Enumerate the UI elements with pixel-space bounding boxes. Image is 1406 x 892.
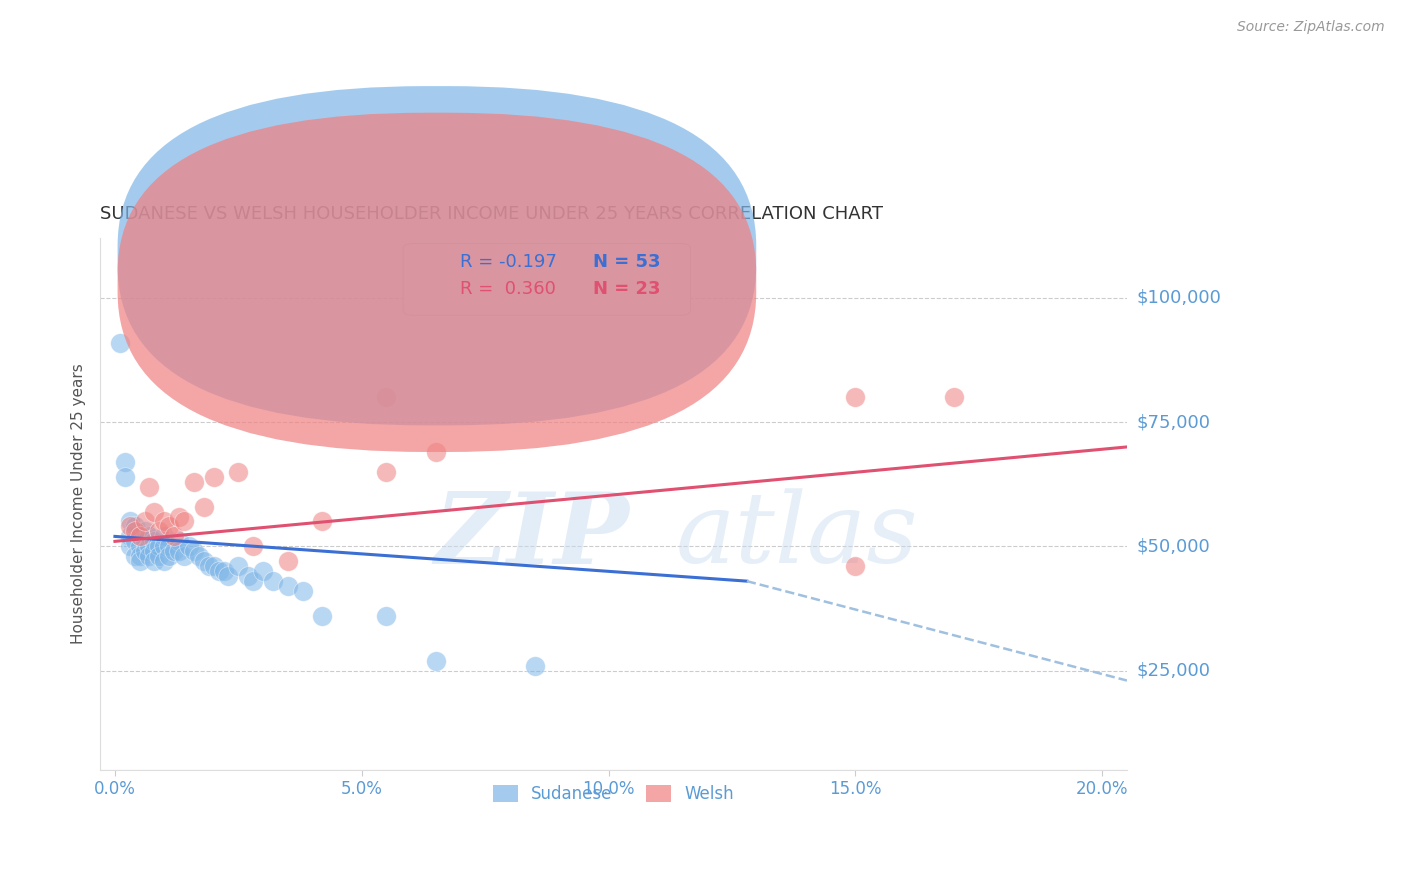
Text: Source: ZipAtlas.com: Source: ZipAtlas.com	[1237, 20, 1385, 34]
Point	[242, 574, 264, 588]
Point	[128, 539, 150, 553]
Y-axis label: Householder Income Under 25 years: Householder Income Under 25 years	[72, 364, 86, 645]
Point	[262, 574, 284, 588]
Point	[202, 469, 225, 483]
Point	[148, 549, 170, 564]
Point	[163, 529, 186, 543]
Point	[114, 455, 136, 469]
Point	[118, 519, 141, 533]
Point	[134, 544, 156, 558]
Point	[143, 534, 166, 549]
Point	[212, 564, 235, 578]
Legend: Sudanese, Welsh: Sudanese, Welsh	[486, 778, 741, 810]
Point	[943, 390, 966, 404]
Point	[375, 465, 398, 479]
Point	[157, 539, 180, 553]
Point	[277, 579, 299, 593]
Point	[118, 539, 141, 553]
Point	[187, 549, 209, 564]
Point	[157, 519, 180, 533]
Text: $75,000: $75,000	[1137, 413, 1211, 431]
Point	[143, 554, 166, 568]
Point	[167, 509, 190, 524]
Point	[228, 465, 250, 479]
Point	[124, 519, 146, 533]
Text: N = 53: N = 53	[593, 253, 661, 271]
Point	[118, 529, 141, 543]
Point	[242, 539, 264, 553]
Text: $100,000: $100,000	[1137, 289, 1222, 307]
Point	[128, 549, 150, 564]
FancyBboxPatch shape	[118, 112, 756, 452]
Point	[523, 658, 546, 673]
FancyBboxPatch shape	[404, 244, 690, 315]
Point	[134, 534, 156, 549]
Point	[207, 564, 229, 578]
Point	[844, 390, 866, 404]
Text: SUDANESE VS WELSH HOUSEHOLDER INCOME UNDER 25 YEARS CORRELATION CHART: SUDANESE VS WELSH HOUSEHOLDER INCOME UND…	[100, 205, 883, 223]
Text: $25,000: $25,000	[1137, 662, 1211, 680]
Point	[252, 564, 274, 578]
Point	[128, 529, 150, 543]
Point	[114, 469, 136, 483]
Point	[311, 515, 333, 529]
Point	[148, 524, 170, 539]
Point	[167, 544, 190, 558]
Point	[157, 549, 180, 564]
Point	[425, 654, 447, 668]
Point	[143, 504, 166, 518]
Point	[193, 554, 215, 568]
Point	[197, 559, 219, 574]
Point	[228, 559, 250, 574]
FancyBboxPatch shape	[118, 87, 756, 425]
Point	[153, 529, 176, 543]
Point	[118, 515, 141, 529]
Text: ZIP: ZIP	[434, 488, 628, 584]
Point	[143, 544, 166, 558]
Point	[163, 544, 186, 558]
Point	[202, 559, 225, 574]
Text: R =  0.360: R = 0.360	[460, 280, 555, 298]
Text: atlas: atlas	[675, 488, 918, 583]
Point	[128, 529, 150, 543]
Point	[134, 515, 156, 529]
Point	[277, 554, 299, 568]
Point	[177, 539, 200, 553]
Point	[124, 524, 146, 539]
Point	[218, 569, 240, 583]
Text: R = -0.197: R = -0.197	[460, 253, 557, 271]
Point	[183, 544, 205, 558]
Point	[173, 515, 195, 529]
Point	[238, 569, 260, 583]
Point	[134, 524, 156, 539]
Point	[138, 549, 160, 564]
Point	[124, 534, 146, 549]
Point	[153, 539, 176, 553]
Point	[844, 559, 866, 574]
Point	[138, 539, 160, 553]
Point	[375, 390, 398, 404]
Point	[425, 445, 447, 459]
Point	[108, 335, 131, 350]
Point	[153, 515, 176, 529]
Point	[153, 554, 176, 568]
Point	[173, 549, 195, 564]
Text: $50,000: $50,000	[1137, 537, 1211, 556]
Point	[124, 549, 146, 564]
Point	[167, 534, 190, 549]
Point	[148, 539, 170, 553]
Text: N = 23: N = 23	[593, 280, 661, 298]
Point	[128, 554, 150, 568]
Point	[183, 475, 205, 489]
Point	[138, 529, 160, 543]
Point	[311, 608, 333, 623]
Point	[193, 500, 215, 514]
Point	[138, 480, 160, 494]
Point	[375, 608, 398, 623]
Point	[291, 584, 314, 599]
